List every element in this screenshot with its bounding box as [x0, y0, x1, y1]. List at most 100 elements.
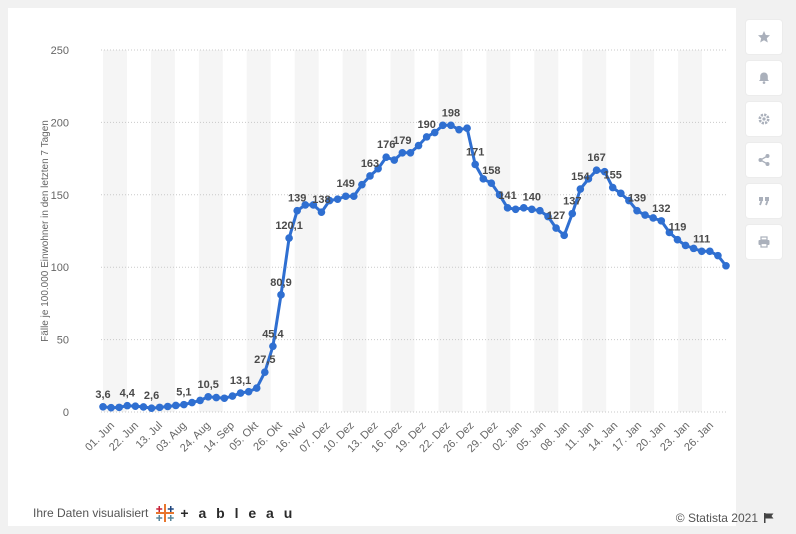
- band: [438, 50, 463, 412]
- copyright[interactable]: © Statista 2021: [676, 511, 775, 525]
- tableau-wordmark: + a b l e a u: [180, 505, 296, 521]
- data-point: [406, 149, 415, 157]
- data-label: 141: [498, 190, 516, 202]
- notification-button[interactable]: [746, 61, 782, 95]
- band: [582, 50, 607, 412]
- data-point: [471, 160, 479, 169]
- data-point: [366, 172, 374, 180]
- data-point: [528, 205, 536, 214]
- data-point: [479, 175, 488, 183]
- data-point: [147, 404, 156, 413]
- data-point: [309, 201, 318, 209]
- band: [150, 50, 175, 412]
- favorite-button[interactable]: [746, 20, 782, 54]
- data-point: [552, 224, 560, 232]
- cite-button[interactable]: [746, 184, 782, 218]
- copyright-text: © Statista 2021: [675, 511, 758, 525]
- y-tick-label: 50: [57, 335, 69, 347]
- band: [486, 50, 511, 412]
- y-tick-label: 100: [51, 262, 69, 274]
- data-point: [196, 396, 204, 405]
- data-label: 140: [523, 191, 541, 203]
- data-point: [430, 128, 439, 137]
- data-label: 149: [337, 178, 355, 190]
- data-point: [463, 124, 471, 132]
- data-label: 13,1: [230, 375, 251, 387]
- data-label: 198: [442, 107, 460, 119]
- tableau-logo-icon: [156, 504, 175, 522]
- band: [103, 50, 127, 412]
- data-point: [511, 205, 520, 214]
- y-axis-label: Fälle je 100.000 Einwohner in den letzte…: [40, 120, 51, 342]
- data-label: 163: [361, 158, 379, 170]
- data-points: [99, 121, 730, 413]
- data-point: [382, 153, 390, 161]
- data-point: [422, 133, 431, 141]
- data-point: [261, 368, 269, 376]
- data-label: 127: [547, 210, 565, 222]
- data-label: 139: [628, 193, 646, 205]
- data-point: [139, 403, 148, 411]
- data-label: 158: [482, 165, 500, 177]
- data-point: [333, 195, 342, 203]
- data-point: [269, 342, 277, 351]
- data-point: [212, 393, 221, 402]
- data-point: [584, 175, 593, 183]
- data-label: 27,5: [254, 354, 275, 366]
- data-point: [560, 231, 568, 240]
- data-point: [536, 206, 544, 215]
- share-button[interactable]: [746, 143, 782, 177]
- data-point: [625, 196, 633, 205]
- data-label: 5,1: [176, 387, 191, 399]
- data-point: [163, 402, 172, 411]
- y-axis-ticks: 0 50 100 150 200 250: [51, 45, 69, 419]
- share-icon: [758, 154, 770, 166]
- data-label: 10,5: [197, 379, 218, 391]
- data-point: [285, 234, 293, 242]
- data-point: [689, 244, 698, 253]
- data-point: [617, 189, 625, 198]
- y-tick-label: 150: [51, 190, 69, 202]
- data-point: [301, 201, 310, 209]
- data-point: [706, 247, 714, 256]
- data-point: [390, 156, 399, 164]
- data-label: 80,9: [270, 277, 291, 289]
- data-point: [673, 235, 682, 244]
- band: [246, 50, 271, 412]
- data-label: 171: [466, 146, 484, 158]
- band: [294, 50, 319, 412]
- data-point: [293, 206, 301, 215]
- data-point: [317, 208, 326, 216]
- data-point: [228, 392, 237, 400]
- data-point: [722, 261, 730, 270]
- data-label: 139: [288, 193, 306, 205]
- data-point: [131, 402, 140, 411]
- flag-icon: [764, 513, 774, 523]
- data-label: 4,4: [120, 388, 136, 400]
- y-tick-label: 0: [63, 407, 69, 419]
- data-point: [236, 389, 245, 397]
- data-point: [155, 403, 164, 412]
- y-tick-label: 250: [51, 45, 69, 57]
- data-label: 155: [604, 170, 622, 182]
- star-icon: [758, 31, 770, 43]
- data-point: [123, 401, 132, 410]
- data-point: [544, 212, 552, 221]
- data-point: [358, 180, 366, 189]
- tableau-credit[interactable]: Ihre Daten visualisiert + a b l e a u: [33, 502, 295, 524]
- band: [342, 50, 367, 412]
- data-point: [447, 121, 455, 130]
- data-label: 2,6: [144, 390, 159, 402]
- data-label: 132: [652, 203, 670, 215]
- data-label: 119: [669, 222, 687, 234]
- print-button[interactable]: [746, 225, 782, 259]
- data-point: [657, 217, 666, 225]
- data-point: [503, 204, 512, 212]
- data-label: 176: [377, 139, 395, 151]
- side-toolbar: [746, 20, 786, 266]
- settings-button[interactable]: [746, 102, 782, 136]
- chart-card: 0 50 100 150 200 250 01. Jun 22. Jun 13. Jul 03.…: [8, 8, 736, 526]
- data-point: [697, 247, 706, 256]
- data-label: 190: [417, 119, 435, 131]
